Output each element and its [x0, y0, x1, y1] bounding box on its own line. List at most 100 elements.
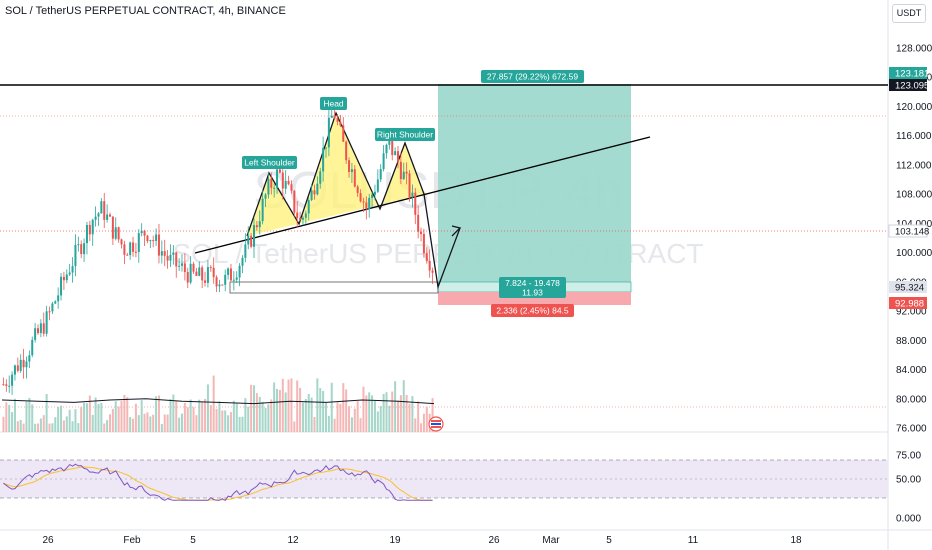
entry-label[interactable]: 7.824 - 19.478 11.93	[499, 277, 566, 298]
candle-body	[276, 169, 279, 188]
candle-body	[137, 233, 140, 252]
price-tick: 76.000	[896, 424, 927, 435]
volume-bar	[91, 414, 94, 432]
volume-bar	[336, 402, 339, 432]
volume-bar	[11, 412, 14, 432]
volume-bar	[264, 407, 267, 432]
price-tick: 92.000	[896, 307, 927, 318]
head-label[interactable]: Head	[320, 97, 347, 110]
volume-bar	[134, 403, 137, 432]
rsi-tick: 0.000	[896, 514, 921, 525]
candle-body	[146, 235, 149, 242]
candle-body	[261, 198, 264, 222]
flag-icon[interactable]	[428, 416, 444, 432]
candle-body	[45, 311, 48, 334]
candle-body	[229, 268, 232, 281]
volume-bar	[376, 411, 379, 432]
right-shoulder-label[interactable]: Right Shoulder	[375, 128, 435, 141]
candle-body	[25, 361, 28, 368]
candle-body	[250, 235, 253, 247]
candle-body	[34, 328, 37, 340]
candle-body	[100, 201, 103, 214]
svg-text:Left Shoulder: Left Shoulder	[244, 158, 295, 168]
time-tick: 11	[688, 535, 699, 546]
volume-ma-line	[1, 398, 435, 405]
svg-text:92.988: 92.988	[895, 299, 924, 310]
time-tick: 26	[42, 535, 54, 546]
price-badge: 103.148	[888, 224, 929, 238]
volume-bar	[276, 388, 279, 432]
volume-bar	[339, 403, 342, 432]
time-tick: 19	[389, 535, 401, 546]
volume-bar	[359, 418, 362, 432]
candle-body	[172, 252, 175, 255]
volume-bar	[111, 408, 114, 432]
candle-body	[5, 384, 8, 386]
volume-bar	[333, 418, 336, 432]
svg-text:11.93: 11.93	[522, 288, 543, 298]
stop-label[interactable]: 2.336 (2.45%) 84.5	[491, 304, 574, 317]
volume-bar	[396, 400, 400, 432]
candle-body	[186, 272, 189, 283]
volume-bar	[368, 392, 371, 432]
rsi-axis[interactable]: 75.00 50.00 0.000	[896, 451, 921, 525]
candle-body	[215, 277, 218, 287]
volume-bar	[57, 407, 60, 432]
volume-bar	[146, 412, 149, 432]
candle-body	[22, 359, 25, 368]
price-tick: 84.000	[896, 365, 927, 376]
candle-body	[359, 193, 362, 202]
left-shoulder-label[interactable]: Left Shoulder	[242, 156, 297, 169]
candle-body	[399, 161, 402, 180]
candle-body	[175, 252, 178, 267]
volume-bar	[350, 417, 353, 432]
candle-body	[201, 267, 204, 281]
candle-body	[83, 243, 86, 255]
volume-bar	[166, 414, 169, 432]
candle-body	[362, 201, 365, 203]
volume-bar	[417, 401, 420, 432]
volume-bar	[42, 415, 45, 432]
range-box[interactable]	[229, 281, 439, 294]
time-tick: Mar	[542, 535, 560, 546]
volume-bar	[209, 405, 212, 432]
candle-body	[307, 200, 310, 214]
symbol-title[interactable]: SOL / TetherUS PERPETUAL CONTRACT, 4h, B…	[5, 5, 286, 17]
candle-body	[13, 365, 16, 375]
candle-body	[232, 279, 235, 281]
loss-zone[interactable]	[438, 292, 631, 305]
candle-body	[48, 311, 51, 313]
candle-body	[350, 169, 353, 172]
volume-bar	[13, 398, 16, 432]
candle-body	[178, 265, 181, 267]
time-axis[interactable]: 26 Feb 5 12 19 26 Mar 5 11 18	[42, 535, 802, 546]
candle-body	[204, 280, 207, 283]
candle-body	[417, 214, 420, 232]
candle-body	[111, 216, 114, 239]
volume-bar	[5, 402, 8, 432]
volume-bar	[117, 406, 120, 432]
volume-bar	[160, 423, 163, 432]
candle-body	[54, 301, 57, 304]
svg-text:27.857 (29.22%) 672.59: 27.857 (29.22%) 672.59	[487, 72, 578, 82]
volume-bar	[137, 415, 140, 432]
candle-body	[120, 239, 123, 245]
candle-body	[270, 178, 273, 188]
target-label[interactable]: 27.857 (29.22%) 672.59	[481, 70, 584, 83]
volume-bar	[371, 395, 374, 432]
currency-button[interactable]: USDT	[892, 4, 926, 23]
neckline[interactable]	[194, 136, 651, 254]
svg-text:2.336 (2.45%) 84.5: 2.336 (2.45%) 84.5	[496, 306, 569, 316]
candle-body	[114, 227, 117, 239]
candle-body	[157, 234, 160, 256]
volume-bar	[391, 391, 394, 432]
volume-bar	[250, 384, 253, 432]
candle-body	[379, 169, 382, 180]
candle-body	[373, 191, 376, 195]
candle-body	[252, 225, 256, 247]
candle-body	[42, 323, 45, 334]
volume-bar	[198, 399, 201, 432]
volume-bar	[108, 414, 112, 432]
price-axis[interactable]: 128.000124.000120.000116.000112.000108.0…	[888, 44, 932, 435]
